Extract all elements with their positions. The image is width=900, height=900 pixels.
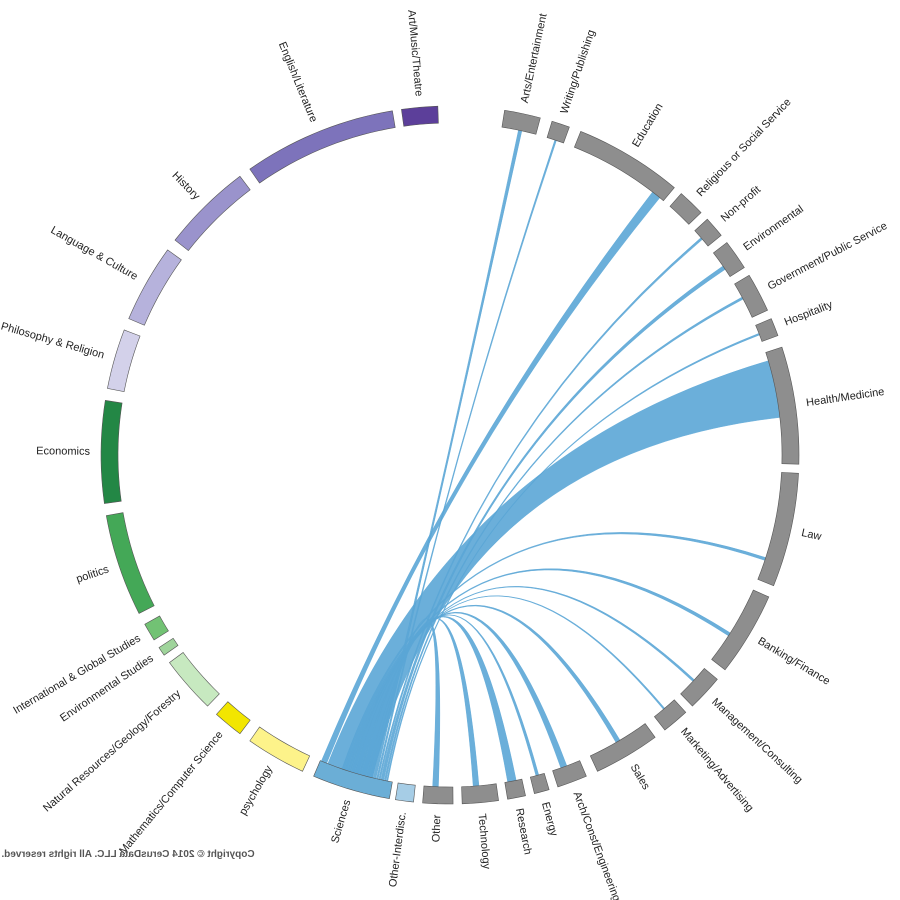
major-arc-international-global-studies[interactable] [144, 615, 169, 641]
career-arc-arts-entertainment[interactable] [501, 109, 541, 135]
career-label-marketing-advertising: Marketing/Advertising [678, 726, 756, 814]
career-arc-religious-or-social-service[interactable] [669, 193, 702, 225]
major-label-english-literature: English/Literature [276, 40, 320, 124]
major-arc-economics[interactable] [100, 400, 123, 504]
major-arc-mathematics-computer-science[interactable] [216, 701, 251, 735]
major-arc-english-literature[interactable] [249, 110, 396, 184]
career-arc-hospitality[interactable] [755, 318, 779, 342]
career-label-hospitality: Hospitality [783, 299, 835, 329]
career-arc-government-public-service[interactable] [734, 274, 768, 318]
career-label-education: Education [630, 101, 665, 149]
career-arc-education[interactable] [573, 131, 675, 202]
major-label-history: History [169, 170, 202, 203]
career-arc-management-consulting[interactable] [680, 667, 718, 707]
career-label-health-medicine: Health/Medicine [805, 386, 885, 409]
major-label-language-culture: Language & Culture [49, 224, 140, 283]
career-arc-research[interactable] [504, 778, 526, 800]
career-label-banking-finance: Banking/Finance [756, 635, 832, 687]
career-label-energy: Energy [539, 801, 560, 838]
career-arc-health-medicine[interactable] [765, 346, 800, 465]
major-arc-philosophy-religion[interactable] [107, 329, 141, 393]
career-label-non-profit: Non-profit [719, 184, 763, 225]
major-arc-art-music-theatre[interactable] [401, 105, 439, 127]
career-label-writing-publishing: Writing/Publishing [558, 28, 597, 115]
major-arc-history[interactable] [174, 175, 251, 252]
career-label-environmental: Environmental [741, 203, 805, 253]
career-label-religious-or-social-service: Religious or Social Service [695, 96, 794, 199]
major-label-politics: politics [75, 563, 111, 585]
major-label-psychology: psychology [237, 763, 275, 817]
career-label-other-interdisc: Other-Interdisc. [387, 811, 409, 888]
career-arc-sciences[interactable] [313, 760, 393, 800]
career-label-law: Law [800, 527, 822, 543]
career-arc-non-profit[interactable] [694, 218, 722, 247]
career-label-arts-entertainment: Arts/Entertainment [519, 12, 550, 104]
career-label-sales: Sales [628, 762, 653, 792]
major-arc-psychology[interactable] [249, 726, 311, 772]
career-arc-arch-const-engineering[interactable] [552, 760, 587, 788]
career-label-research: Research [513, 807, 534, 856]
career-arc-banking-finance[interactable] [711, 589, 770, 671]
career-arc-sales[interactable] [589, 723, 656, 772]
career-arc-environmental[interactable] [712, 242, 745, 278]
major-arc-natural-resources-geology-forestry[interactable] [169, 652, 220, 707]
career-arc-law[interactable] [757, 472, 799, 587]
major-label-art-music-theatre: Art/Music/Theatre [405, 9, 425, 97]
career-arc-other-interdisc[interactable] [395, 782, 416, 803]
major-arc-environmental-studies[interactable] [158, 637, 179, 656]
career-arc-writing-publishing[interactable] [546, 120, 570, 144]
career-label-arch-const-engineering: Arch/Const/Engineering [571, 790, 623, 900]
career-label-other: Other [430, 814, 443, 842]
copyright-text: Copyright © 2014 CerusData LLC. All righ… [1, 849, 254, 860]
career-arc-technology[interactable] [461, 783, 499, 805]
career-label-sciences: Sciences [329, 798, 353, 845]
major-label-philosophy-religion: Philosophy & Religion [0, 320, 106, 361]
major-arc-politics[interactable] [105, 512, 155, 614]
career-label-technology: Technology [475, 813, 492, 870]
major-label-mathematics-computer-science: Mathematics/Computer Science [117, 729, 225, 857]
career-label-government-public-service: Government/Public Service [766, 220, 890, 293]
major-arc-language-culture[interactable] [128, 249, 182, 326]
career-arc-energy[interactable] [529, 772, 550, 794]
career-arc-marketing-advertising[interactable] [653, 699, 687, 731]
career-arc-other[interactable] [422, 785, 454, 805]
major-label-economics: Economics [36, 445, 90, 457]
